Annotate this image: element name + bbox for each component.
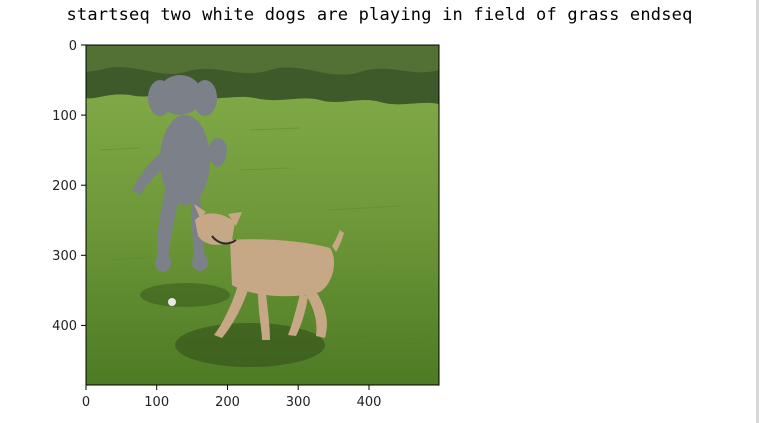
y-tick-label: 100 [52, 109, 77, 124]
y-tick-label: 300 [52, 249, 77, 264]
y-tick-label: 200 [52, 179, 77, 194]
y-axis [81, 44, 86, 326]
photo [86, 45, 439, 385]
tan-dog [194, 204, 344, 340]
poodle [132, 75, 227, 272]
y-tick-label: 0 [69, 39, 77, 54]
x-axis [85, 385, 370, 390]
axes-frame [85, 44, 440, 386]
y-tick-label: 400 [52, 319, 77, 334]
x-tick-label: 200 [215, 395, 240, 410]
shadow [175, 323, 325, 367]
x-tick-label: 0 [82, 395, 90, 410]
x-tick-label: 100 [144, 395, 169, 410]
ball [168, 298, 176, 306]
x-tick-label: 300 [286, 395, 311, 410]
plot-title: startseq two white dogs are playing in f… [66, 5, 693, 25]
x-tick-label: 400 [357, 395, 382, 410]
scroll-edge [756, 0, 759, 423]
